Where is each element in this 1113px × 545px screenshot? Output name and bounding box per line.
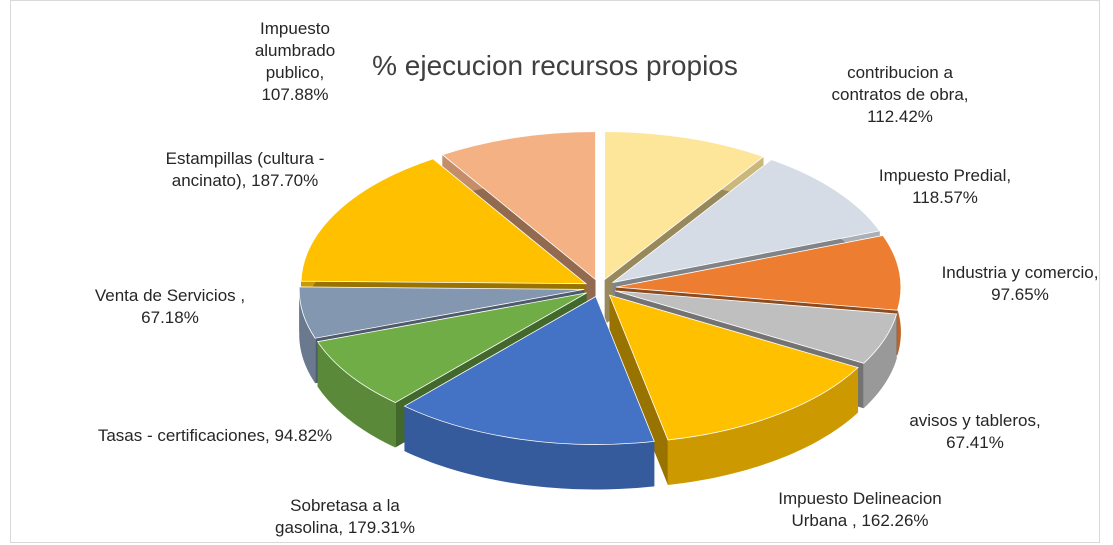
- data-label: Impuesto Delineacion Urbana , 162.26%: [760, 488, 960, 532]
- value-label: 67.18%: [141, 308, 199, 327]
- data-label: Sobretasa a la gasolina, 179.31%: [260, 495, 430, 539]
- slice-side: [404, 406, 655, 490]
- data-label: Tasas - certificaciones, 94.82%: [95, 425, 335, 447]
- value-label: 162.26%: [861, 511, 929, 530]
- data-label: avisos y tableros, 67.41%: [890, 410, 1060, 454]
- value-label: 97.65%: [991, 285, 1049, 304]
- slice: [608, 294, 859, 441]
- value-label: 112.42%: [867, 107, 933, 126]
- category-label: Estampillas (cultura - ancinato),: [165, 149, 325, 190]
- slice: [615, 290, 898, 364]
- category-label: Impuesto Predial,: [878, 166, 1012, 185]
- value-label: 94.82%: [274, 426, 333, 445]
- data-label: Impuesto alumbrado publico, 107.88%: [240, 18, 350, 106]
- slice-side: [863, 314, 897, 409]
- value-label: 179.31%: [347, 518, 415, 537]
- slice-wall: [609, 295, 668, 485]
- chart-title: % ejecucion recursos propios: [372, 50, 738, 81]
- category-label: Industria y comercio,: [941, 263, 1099, 282]
- data-label: Impuesto Predial, 118.57%: [860, 165, 1030, 209]
- slice: [604, 131, 765, 281]
- slice: [612, 159, 881, 283]
- slice-side: [299, 286, 316, 384]
- slice: [300, 158, 588, 285]
- value-label: 107.88%: [261, 85, 329, 104]
- category-label: Impuesto alumbrado publico,: [254, 19, 336, 82]
- data-label: Estampillas (cultura - ancinato), 187.70…: [145, 148, 345, 192]
- category-label: Venta de Servicios ,: [94, 286, 246, 305]
- slice: [316, 292, 587, 403]
- category-label: avisos y tableros,: [909, 411, 1041, 430]
- category-label: contribucion a contratos de obra,: [831, 63, 969, 104]
- value-label: 187.70%: [251, 171, 319, 190]
- chart-frame: [10, 0, 1100, 543]
- data-label: Industria y comercio, 97.65%: [935, 262, 1105, 306]
- value-label: 118.57%: [912, 188, 978, 207]
- slice: [403, 295, 655, 445]
- value-label: 67.41%: [946, 433, 1004, 452]
- slice: [441, 131, 596, 281]
- slice: [298, 286, 585, 339]
- category-label: Tasas - certificaciones,: [97, 426, 270, 445]
- data-label: contribucion a contratos de obra, 112.42…: [815, 62, 985, 128]
- data-label: Venta de Servicios , 67.18%: [70, 285, 270, 329]
- slice: [615, 235, 902, 311]
- category-label: Impuesto Delineacion Urbana ,: [778, 489, 942, 530]
- category-label: Sobretasa a la gasolina,: [275, 496, 400, 537]
- slice-side: [317, 341, 396, 448]
- slice-side: [667, 367, 859, 485]
